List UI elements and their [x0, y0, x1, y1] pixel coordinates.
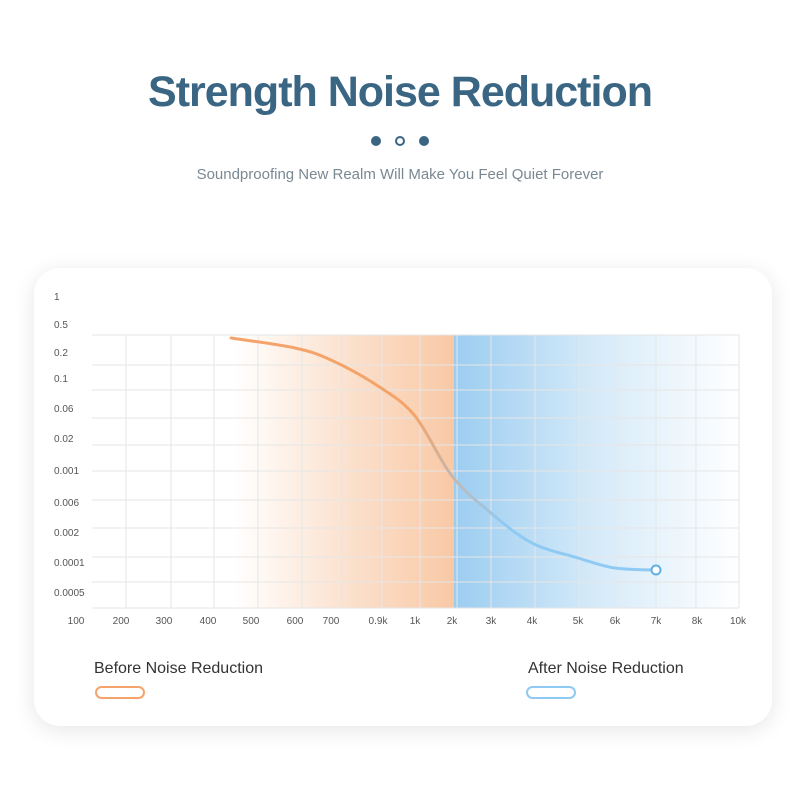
y-tick-label: 0.0001	[54, 558, 85, 569]
y-tick-label: 0.006	[54, 498, 79, 509]
noise-curve	[229, 336, 658, 572]
dot-icon	[371, 136, 381, 146]
x-tick-label: 8k	[692, 616, 704, 627]
y-tick-label: 0.001	[54, 466, 79, 477]
x-tick-label: 400	[200, 616, 217, 627]
x-tick-label: 700	[323, 616, 340, 627]
y-tick-label: 0.002	[54, 528, 79, 539]
y-tick-label: 0.5	[54, 320, 68, 331]
x-tick-label: 100	[68, 616, 85, 627]
y-tick-label: 0.06	[54, 404, 74, 415]
chart-card: 1 0.5 0.2 0.1 0.06 0.02 0.001 0.006 0.002 0.0001 0…	[34, 268, 772, 726]
legend-label-before: Before Noise Reduction	[94, 660, 263, 677]
y-tick-label: 0.2	[54, 348, 68, 359]
x-tick-label: 1k	[410, 616, 422, 627]
legend-swatch-after	[526, 686, 576, 699]
page-title: Strength Noise Reduction	[148, 68, 653, 116]
noise-reduction-chart: 1 0.5 0.2 0.1 0.06 0.02 0.001 0.006 0.002 0.0001 0…	[54, 292, 747, 627]
x-tick-label: 4k	[527, 616, 539, 627]
x-tick-label: 3k	[486, 616, 498, 627]
decorative-dots	[0, 136, 800, 146]
legend-swatch-before	[95, 686, 145, 699]
page-subtitle: Soundproofing New Realm Will Make You Fe…	[196, 166, 604, 183]
hollow-dot-icon	[395, 136, 405, 146]
x-tick-label: 2k	[447, 616, 459, 627]
x-tick-label: 10k	[730, 616, 747, 627]
x-tick-label: 7k	[651, 616, 663, 627]
x-tick-label: 300	[156, 616, 173, 627]
x-tick-label: 0.9k	[369, 616, 389, 627]
dot-icon	[419, 136, 429, 146]
legend-label-after: After Noise Reduction	[528, 660, 684, 677]
x-tick-label: 500	[243, 616, 260, 627]
x-tick-label: 6k	[610, 616, 622, 627]
y-tick-label: 0.02	[54, 434, 74, 445]
x-tick-label: 5k	[573, 616, 585, 627]
y-tick-label: 0.1	[54, 374, 68, 385]
curve-end-marker	[650, 564, 662, 576]
x-tick-label: 600	[287, 616, 304, 627]
y-tick-label: 1	[54, 292, 60, 303]
y-tick-label: 0.0005	[54, 588, 85, 599]
x-tick-label: 200	[113, 616, 130, 627]
grid	[92, 334, 740, 609]
